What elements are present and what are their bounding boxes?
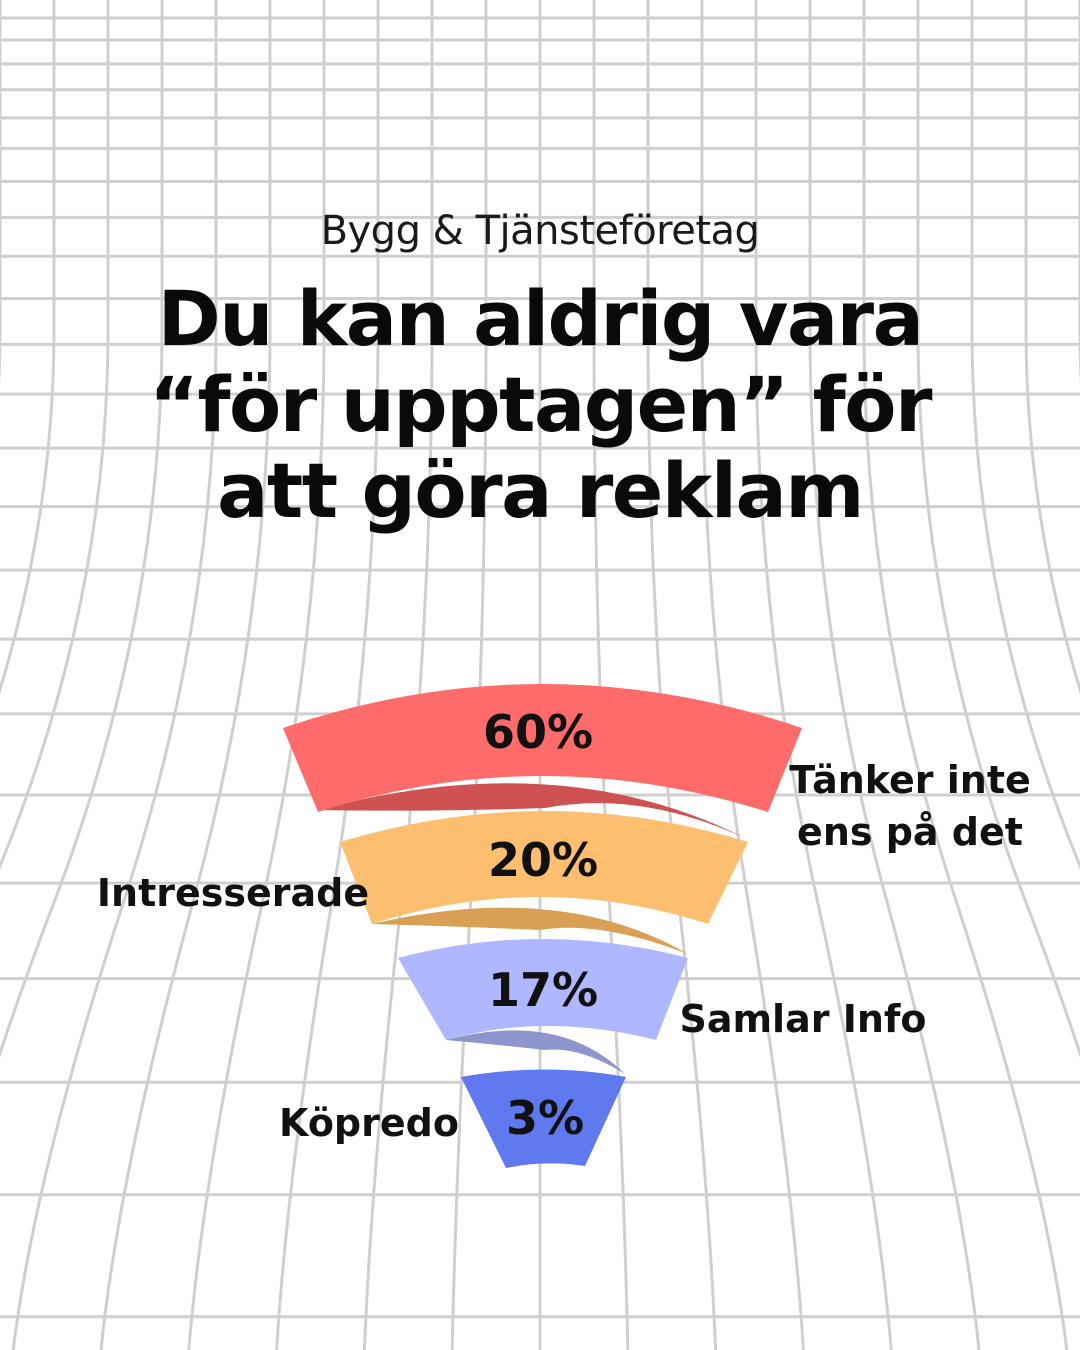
title-line: att göra reklam <box>217 446 864 535</box>
grid-line <box>754 0 893 1350</box>
grid-line <box>0 0 164 1059</box>
funnel-stage-3 <box>398 939 688 1040</box>
title-line: “för upptagen” för <box>149 360 932 449</box>
funnel-value-1: 60% <box>483 705 593 759</box>
grid-line <box>0 0 110 870</box>
grid-line <box>0 0 56 695</box>
funnel-stage-4 <box>461 1069 626 1168</box>
funnel-stage-1 <box>283 684 802 812</box>
grid-line <box>808 0 981 1350</box>
title-line: Du kan aldrig vara <box>157 274 924 363</box>
grid-line <box>700 0 805 1350</box>
grid-line <box>862 0 1069 1350</box>
grid-line <box>916 0 1080 1059</box>
funnel-label-3: Samlar Info <box>679 997 926 1041</box>
grid-line <box>970 0 1080 870</box>
page-subtitle: Bygg & Tjänsteföretag <box>320 208 760 254</box>
funnel-label-4: Köpredo <box>279 1101 459 1145</box>
page-title: Du kan aldrig vara “för upptagen” för at… <box>60 276 1020 534</box>
funnel-label-1-line-2: ens på det <box>797 810 1023 854</box>
grid-line <box>275 0 380 1350</box>
funnel-value-2: 20% <box>488 833 598 887</box>
funnel-fold-3 <box>446 1030 625 1074</box>
funnel-fold-2 <box>372 907 688 954</box>
funnel-value-4: 3% <box>506 1091 584 1145</box>
funnel-label-1-line-1: Tänker inte <box>789 758 1031 802</box>
grid-line <box>11 0 218 1350</box>
grid-line <box>187 0 326 1350</box>
funnel-label-2: Intresserade <box>97 871 369 915</box>
funnel-value-3: 17% <box>488 963 598 1017</box>
funnel-stage-2 <box>340 811 748 924</box>
grid-line <box>1024 0 1080 695</box>
funnel-fold-1 <box>318 783 745 838</box>
grid-line <box>99 0 272 1350</box>
